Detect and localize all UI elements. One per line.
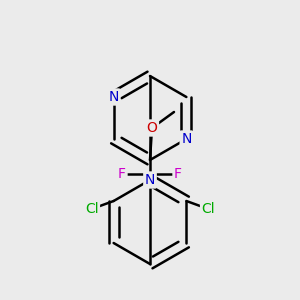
- Text: N: N: [108, 90, 119, 104]
- Text: N: N: [145, 173, 155, 187]
- Text: O: O: [147, 121, 158, 135]
- Text: F: F: [174, 167, 182, 181]
- Text: N: N: [181, 132, 192, 146]
- Text: F: F: [118, 167, 126, 181]
- Text: Cl: Cl: [202, 202, 215, 216]
- Text: Cl: Cl: [85, 202, 98, 216]
